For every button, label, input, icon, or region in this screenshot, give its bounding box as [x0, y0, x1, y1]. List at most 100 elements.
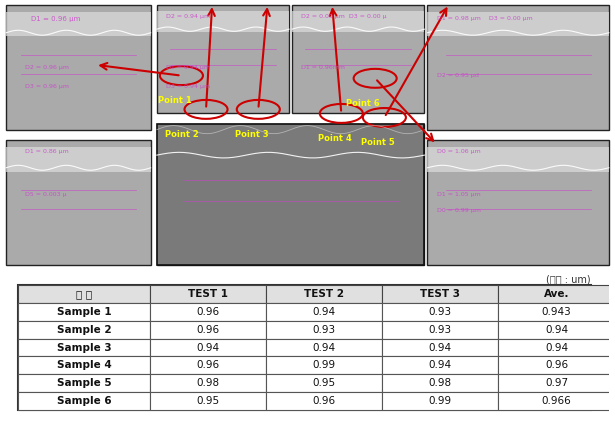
Text: D1 = 0.86 μm: D1 = 0.86 μm	[25, 149, 68, 154]
FancyBboxPatch shape	[292, 5, 424, 114]
Text: Point 3: Point 3	[236, 130, 269, 139]
Text: 0.94: 0.94	[312, 307, 336, 317]
Text: 0.966: 0.966	[542, 396, 571, 406]
Bar	[382, 303, 499, 321]
Text: 0.96: 0.96	[545, 360, 568, 371]
Text: TEST 2: TEST 2	[304, 289, 344, 299]
Bar	[18, 285, 149, 303]
FancyBboxPatch shape	[157, 5, 289, 114]
Bar	[149, 285, 266, 303]
Bar	[499, 374, 615, 392]
Bar	[149, 357, 266, 374]
Bar	[18, 285, 591, 410]
Bar	[266, 357, 382, 374]
Text: Sample 4: Sample 4	[57, 360, 111, 371]
Bar	[382, 339, 499, 357]
Text: 0.94: 0.94	[429, 360, 452, 371]
Text: Sample 1: Sample 1	[57, 307, 111, 317]
Bar	[149, 321, 266, 339]
FancyBboxPatch shape	[157, 131, 424, 160]
Text: Point 1: Point 1	[159, 96, 192, 105]
Text: D2 = 0.00 μm  D3 = 0.00 μ: D2 = 0.00 μm D3 = 0.00 μ	[301, 14, 387, 19]
Bar	[18, 357, 149, 374]
Text: 0.97: 0.97	[545, 378, 568, 388]
Text: 0.99: 0.99	[312, 360, 336, 371]
Bar	[149, 374, 266, 392]
Text: 0.94: 0.94	[312, 343, 336, 352]
Bar	[149, 303, 266, 321]
Bar	[18, 392, 149, 410]
FancyBboxPatch shape	[157, 124, 424, 265]
Text: 0.94: 0.94	[196, 343, 219, 352]
Bar	[18, 339, 149, 357]
Text: 0.96: 0.96	[312, 396, 336, 406]
Bar	[266, 321, 382, 339]
Bar	[382, 357, 499, 374]
Text: D1 = 0.96 μm: D1 = 0.96 μm	[31, 16, 80, 22]
Bar	[18, 321, 149, 339]
Text: Point 2: Point 2	[165, 130, 198, 139]
Text: TEST 1: TEST 1	[188, 289, 228, 299]
Text: Sample 6: Sample 6	[57, 396, 111, 406]
Text: Sample 2: Sample 2	[57, 325, 111, 335]
Text: 0.96: 0.96	[196, 307, 219, 317]
Bar	[382, 374, 499, 392]
Text: 0.94: 0.94	[545, 343, 568, 352]
Text: D0 = 0.99 μm: D0 = 0.99 μm	[437, 208, 481, 213]
Bar	[266, 374, 382, 392]
Text: D3 = 0.94 μm: D3 = 0.94 μm	[166, 84, 210, 89]
FancyBboxPatch shape	[427, 141, 609, 265]
Bar	[266, 339, 382, 357]
Bar	[382, 285, 499, 303]
Bar	[382, 392, 499, 410]
Text: 0.96: 0.96	[196, 325, 219, 335]
Text: 0.93: 0.93	[312, 325, 336, 335]
Text: Point 6: Point 6	[346, 99, 379, 108]
Text: Sample 3: Sample 3	[57, 343, 111, 352]
FancyBboxPatch shape	[292, 11, 424, 32]
Text: 0.98: 0.98	[429, 378, 452, 388]
Text: 구 분: 구 분	[76, 289, 92, 299]
Bar	[18, 285, 591, 303]
Text: Point 5: Point 5	[362, 138, 395, 147]
Bar	[266, 285, 382, 303]
Text: 0.95: 0.95	[196, 396, 219, 406]
Bar	[149, 392, 266, 410]
Text: TEST 3: TEST 3	[420, 289, 460, 299]
Text: 0.93: 0.93	[429, 307, 452, 317]
Text: D1 = 0.98 μm    D3 = 0.00 μm: D1 = 0.98 μm D3 = 0.00 μm	[437, 16, 533, 22]
FancyBboxPatch shape	[427, 12, 609, 36]
Bar	[149, 339, 266, 357]
Bar	[499, 339, 615, 357]
FancyBboxPatch shape	[6, 5, 151, 130]
FancyBboxPatch shape	[6, 147, 151, 171]
Text: D2 = 0.95 μd: D2 = 0.95 μd	[437, 73, 478, 78]
Text: D2 = 0.96 μm: D2 = 0.96 μm	[25, 65, 69, 70]
Bar	[266, 392, 382, 410]
Text: 0.93: 0.93	[429, 325, 452, 335]
Text: 0.99: 0.99	[429, 396, 452, 406]
Text: D1 = 0.96mm: D1 = 0.96mm	[301, 65, 346, 70]
Bar	[382, 321, 499, 339]
Bar	[499, 357, 615, 374]
FancyBboxPatch shape	[6, 12, 151, 36]
Bar	[499, 303, 615, 321]
Bar	[499, 392, 615, 410]
Text: D1 = 1.05 μm: D1 = 1.05 μm	[437, 192, 480, 197]
Bar	[499, 321, 615, 339]
Text: (단위 : um): (단위 : um)	[546, 275, 591, 284]
FancyBboxPatch shape	[157, 124, 424, 265]
Text: 0.94: 0.94	[429, 343, 452, 352]
Text: 0.98: 0.98	[196, 378, 219, 388]
FancyBboxPatch shape	[6, 141, 151, 265]
Text: D2 = 0.94 μm: D2 = 0.94 μm	[166, 14, 210, 19]
Text: Ave.: Ave.	[544, 289, 569, 299]
Bar	[266, 303, 382, 321]
Text: 0.95: 0.95	[312, 378, 336, 388]
Bar	[499, 285, 615, 303]
Text: Sample 5: Sample 5	[57, 378, 111, 388]
Text: D1 = 0.94 μm: D1 = 0.94 μm	[166, 65, 210, 70]
Text: D0 = 1.06 μm: D0 = 1.06 μm	[437, 149, 480, 154]
Text: D3 = 0.96 μm: D3 = 0.96 μm	[25, 84, 69, 89]
Text: 0.96: 0.96	[196, 360, 219, 371]
